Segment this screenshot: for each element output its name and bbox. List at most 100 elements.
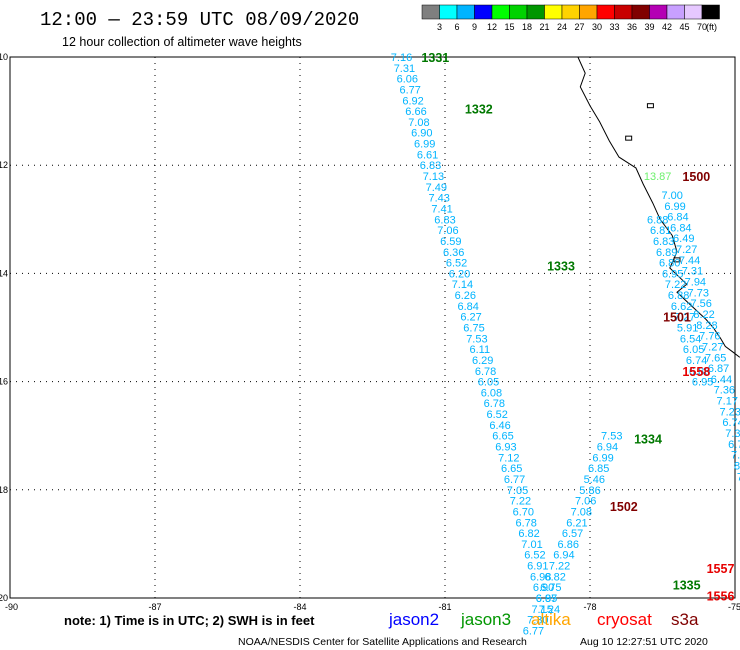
wave-height-value: 7.53 [601, 431, 622, 443]
color-scale-label: 21 [539, 22, 549, 32]
wave-height-value: 6.88 [668, 290, 689, 302]
wave-height-value: 6.66 [405, 106, 426, 118]
satellite-legend-altika: altika [531, 610, 571, 629]
wave-height-value: 6.36 [443, 247, 464, 259]
lat-tick-label: -16 [0, 377, 8, 387]
wave-height-value: 7.06 [437, 225, 458, 237]
color-scale-label: 18 [522, 22, 532, 32]
wave-height-value: 6.86 [558, 539, 579, 551]
wave-height-value: 6.86 [689, 366, 710, 378]
wave-height-value: 6.79 [728, 439, 740, 451]
wave-height-value: 8.28 [696, 320, 717, 332]
wave-height-value: 5.46 [584, 474, 605, 486]
wave-height-value: 7.27 [674, 312, 695, 324]
wave-height-value: 5.86 [579, 485, 600, 497]
wave-height-value: 7.13 [423, 171, 444, 183]
color-swatch [579, 4, 598, 20]
pass-number-label: 1558 [682, 365, 710, 379]
page-title: 12:00 — 23:59 UTC 08/09/2020 [40, 9, 359, 31]
wave-height-value: 7.23 [719, 406, 740, 418]
wave-height-value: 6.77 [523, 625, 544, 637]
wave-height-value: 13.87 [644, 171, 672, 183]
wave-height-value: 7.31 [394, 63, 415, 75]
color-scale-legend: 3 6 9 12 15 18 21 24 27 30 33 36 39 42 45 70(ft) [421, 4, 720, 32]
wave-height-value: 6.90 [533, 582, 554, 594]
wave-height-value: 7.17 [717, 396, 738, 408]
color-scale-label: 45 [679, 22, 689, 32]
wave-height-value: 6.44 [711, 374, 732, 386]
wave-height-value: 6.08 [481, 387, 502, 399]
wave-height-value: 6.92 [402, 95, 423, 107]
color-swatch [614, 4, 633, 20]
wave-height-value: 7.14 [452, 279, 473, 291]
wave-height-value: 6.05 [683, 344, 704, 356]
color-swatch [509, 4, 528, 20]
color-scale-label: 70 [697, 22, 707, 32]
wave-height-value: 7.53 [466, 333, 487, 345]
island-outline [673, 257, 681, 263]
color-scale-label: 24 [557, 22, 567, 32]
wave-height-value: 6.99 [664, 201, 685, 213]
color-scale-label: 3 [437, 22, 442, 32]
lon-tick-label: -75 [728, 602, 740, 612]
color-swatch [631, 4, 650, 20]
wave-height-value: 6.57 [562, 528, 583, 540]
pass-number-label: 1557 [707, 562, 735, 576]
pass-number-label: 1331 [421, 51, 449, 65]
color-scale-label: 9 [472, 22, 477, 32]
wave-height-value: 7.65 [705, 352, 726, 364]
wave-height-value: 6.75 [540, 582, 561, 594]
lon-tick-label: -84 [293, 602, 306, 612]
lon-tick-label: -87 [148, 602, 161, 612]
color-scale-label: 36 [627, 22, 637, 32]
map-border [9, 56, 736, 599]
wave-height-value: 6.84 [457, 301, 478, 313]
island-outline [646, 103, 654, 109]
wave-height-value: 7.05 [507, 485, 528, 497]
wave-height-value: 6.78 [475, 366, 496, 378]
satellite-legend-cryosat: cryosat [597, 610, 652, 629]
wave-height-value: 6.77 [399, 84, 420, 96]
wave-height-value: 7.22 [549, 561, 570, 573]
wave-height-value: 7.49 [426, 182, 447, 194]
wave-height-value: 6.61 [417, 149, 438, 161]
lat-tick-label: -18 [0, 485, 8, 495]
wave-height-value: 6.77 [504, 474, 525, 486]
wave-height-value: 6.82 [518, 528, 539, 540]
color-scale-label: 33 [609, 22, 619, 32]
wave-height-value: 7.08 [571, 506, 592, 518]
wave-height-value: 6.87 [536, 593, 557, 605]
wave-height-value: 6.74 [722, 417, 740, 429]
wave-height-value: 6.84 [670, 222, 691, 234]
wave-height-value: 6.81 [650, 225, 671, 237]
color-scale-label: 42 [662, 22, 672, 32]
wave-height-value: 7.31 [682, 266, 703, 278]
wave-height-value: 6.94 [597, 442, 618, 454]
lon-tick-label: -90 [5, 602, 18, 612]
wave-height-value: 6.93 [495, 442, 516, 454]
coastline [577, 56, 740, 358]
pass-number-label: 1500 [682, 170, 710, 184]
wave-height-value: 6.83 [434, 214, 455, 226]
pass-number-label: 1501 [663, 311, 691, 325]
wave-height-value: 7.44 [679, 255, 700, 267]
satellite-legend-jason2: jason2 [388, 610, 439, 629]
wave-height-value: 6.83 [420, 160, 441, 172]
satellite-legend-s3a: s3a [671, 610, 699, 629]
wave-height-value: 6.87 [708, 363, 729, 375]
wave-height-value: 6.75 [463, 323, 484, 335]
wave-height-value: 6.52 [446, 258, 467, 270]
wave-height-value: 6.74 [686, 355, 707, 367]
wave-height-value: 6.80 [659, 258, 680, 270]
color-swatch [474, 4, 493, 20]
wave-height-value: 6.91 [527, 561, 548, 573]
wave-height-value: 6.59 [440, 236, 461, 248]
color-scale-label: 15 [504, 22, 514, 32]
wave-height-value: 7.01 [521, 539, 542, 551]
lat-tick-label: -14 [0, 268, 8, 278]
wave-height-value: 5.91 [677, 323, 698, 335]
wave-height-value: 6.85 [588, 463, 609, 475]
pass-number-label: 1502 [610, 500, 638, 514]
wave-height-value: 6.21 [566, 517, 587, 529]
lon-tick-label: -78 [583, 602, 596, 612]
